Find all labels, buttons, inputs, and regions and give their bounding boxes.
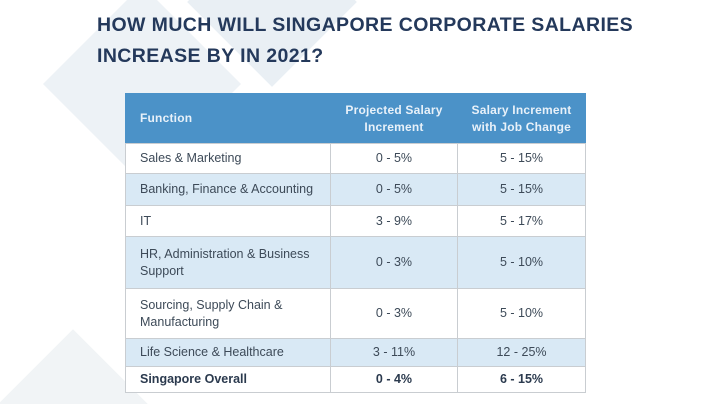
job-change-increment-cell: 5 - 10% (457, 236, 586, 289)
projected-increment-cell: 0 - 3% (330, 288, 458, 339)
table-row-sourcing-supply-chain-manufacturing: Sourcing, Supply Chain & Manufacturing 0… (125, 288, 586, 339)
function-cell: IT (125, 205, 331, 237)
table-row-banking-finance-accounting: Banking, Finance & Accounting 0 - 5% 5 -… (125, 173, 586, 206)
column-header-salary-increment-job-change: Salary Increment with Job Change (457, 93, 586, 144)
job-change-increment-cell: 6 - 15% (457, 366, 586, 393)
page-title: HOW MUCH WILL SINGAPORE CORPORATE SALARI… (97, 14, 634, 67)
table-row-hr-administration-business-support: HR, Administration & Business Support 0 … (125, 236, 586, 289)
function-cell: Singapore Overall (125, 366, 331, 393)
table-body: Sales & Marketing 0 - 5% 5 - 15% Banking… (125, 143, 586, 393)
job-change-increment-cell: 5 - 15% (457, 143, 586, 174)
projected-increment-cell: 0 - 5% (330, 173, 458, 206)
salary-increment-table: Function Projected Salary Increment Sala… (125, 93, 586, 393)
header-row: Function Projected Salary Increment Sala… (125, 93, 586, 144)
function-cell: Life Science & Healthcare (125, 338, 331, 367)
projected-increment-cell: 0 - 3% (330, 236, 458, 289)
job-change-increment-cell: 5 - 17% (457, 205, 586, 237)
job-change-increment-cell: 12 - 25% (457, 338, 586, 367)
projected-increment-cell: 3 - 9% (330, 205, 458, 237)
table-header: Function Projected Salary Increment Sala… (125, 93, 586, 144)
table-row-singapore-overall: Singapore Overall 0 - 4% 6 - 15% (125, 366, 586, 393)
job-change-increment-cell: 5 - 15% (457, 173, 586, 206)
function-cell: Sourcing, Supply Chain & Manufacturing (125, 288, 331, 339)
projected-increment-cell: 0 - 4% (330, 366, 458, 393)
table-row-sales-marketing: Sales & Marketing 0 - 5% 5 - 15% (125, 143, 586, 174)
table-row-life-science-healthcare: Life Science & Healthcare 3 - 11% 12 - 2… (125, 338, 586, 367)
function-cell: Sales & Marketing (125, 143, 331, 174)
projected-increment-cell: 3 - 11% (330, 338, 458, 367)
column-header-projected-salary-increment: Projected Salary Increment (330, 93, 458, 144)
function-cell: Banking, Finance & Accounting (125, 173, 331, 206)
column-header-function: Function (125, 93, 331, 144)
job-change-increment-cell: 5 - 10% (457, 288, 586, 339)
function-cell: HR, Administration & Business Support (125, 236, 331, 289)
projected-increment-cell: 0 - 5% (330, 143, 458, 174)
table-row-it: IT 3 - 9% 5 - 17% (125, 205, 586, 237)
